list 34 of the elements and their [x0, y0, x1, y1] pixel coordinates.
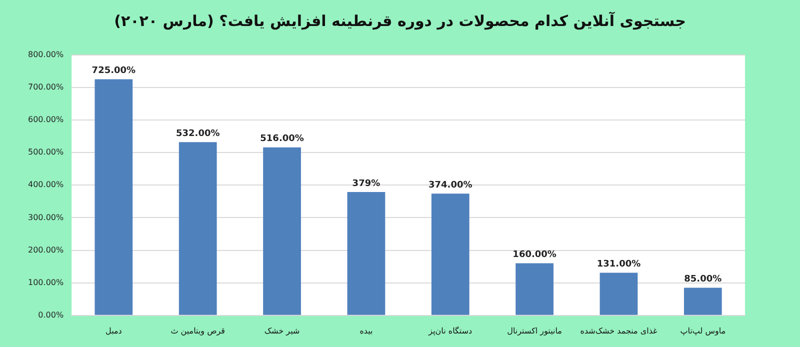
y-tick-label: 600.00% — [28, 115, 64, 124]
bar — [431, 194, 470, 315]
x-tick-label: مانیتور اکسترنال — [507, 326, 562, 336]
bar — [347, 192, 386, 315]
data-label: 160.00% — [512, 250, 556, 260]
x-tick-label: دمبل — [106, 326, 122, 336]
data-label: 85.00% — [684, 274, 722, 285]
y-tick-label: 700.00% — [28, 82, 64, 92]
x-tick-label: دستگاه نان‌پز — [428, 325, 473, 336]
data-label: 379% — [352, 178, 380, 189]
y-tick-label: 200.00% — [28, 245, 64, 254]
data-label: 725.00% — [92, 66, 136, 76]
bar — [684, 288, 722, 315]
bar — [94, 79, 133, 315]
y-tick-label: 800.00% — [28, 50, 64, 59]
y-tick-label: 100.00% — [28, 278, 64, 287]
x-tick-label: بیده — [360, 326, 373, 336]
bar — [516, 263, 554, 315]
y-tick-label: 400.00% — [28, 180, 64, 190]
y-tick-label: 500.00% — [28, 148, 64, 157]
data-label: 516.00% — [260, 134, 304, 144]
data-label: 532.00% — [176, 128, 220, 139]
y-tick-label: 0.00% — [38, 310, 64, 320]
x-tick-label: ماوس لپ‌تاپ — [680, 326, 726, 336]
y-tick-label: 300.00% — [28, 212, 64, 222]
bar — [178, 142, 217, 315]
bar — [600, 272, 638, 315]
chart-title: جستجوی آنلاین کدام محصولات در دوره قرنطینه افزایش یافت؟ (مارس ۲۰۲۰) — [113, 10, 687, 32]
x-tick-label: شیر خشک — [264, 326, 300, 336]
data-label: 131.00% — [596, 260, 641, 270]
data-label: 374.00% — [428, 180, 472, 190]
bar — [263, 147, 301, 315]
x-tick-label: قرص ویتامین ث — [170, 326, 226, 336]
x-tick-label: غذای منجمد خشک‌شده — [580, 326, 658, 336]
